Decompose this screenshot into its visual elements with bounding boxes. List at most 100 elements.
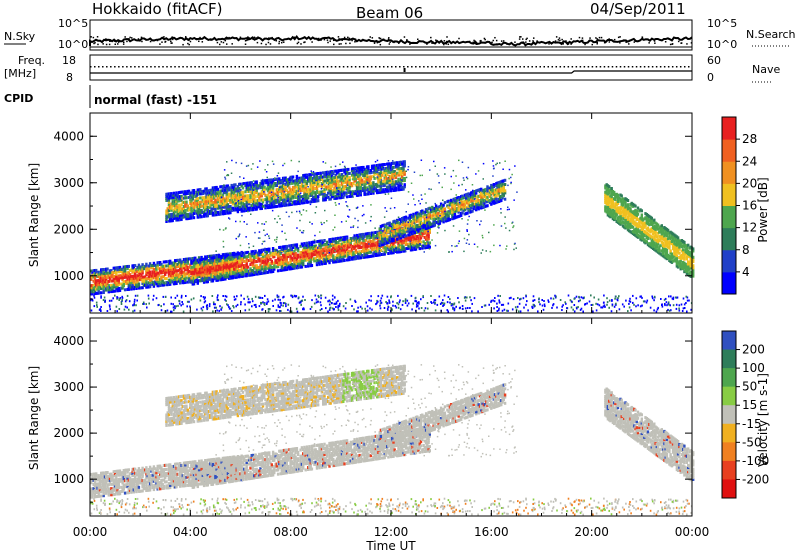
power-cell <box>419 247 421 250</box>
power-cell <box>493 183 495 186</box>
nave-point <box>399 66 401 68</box>
nave-point <box>243 66 245 68</box>
nave-point <box>684 66 686 68</box>
nave-point <box>459 66 461 68</box>
nave-label: Nave <box>752 63 780 76</box>
nave-point <box>596 66 598 68</box>
power-cell <box>346 195 348 198</box>
beam-title: Beam 06 <box>356 4 423 22</box>
nsearch-point <box>170 41 172 43</box>
nave-point <box>299 66 301 68</box>
power-cell <box>429 241 431 244</box>
nave-point <box>323 66 325 68</box>
nsearch-point <box>219 44 221 46</box>
nsearch-point <box>157 40 159 42</box>
nsearch-point <box>426 43 428 45</box>
nave-point <box>395 66 397 68</box>
nsearch-point <box>245 40 247 42</box>
power-cell <box>330 259 332 262</box>
nsearch-point <box>490 42 492 44</box>
power-cell <box>145 263 147 266</box>
power-cell <box>123 280 125 283</box>
power-cell <box>276 205 278 208</box>
nsearch-point <box>204 37 206 39</box>
nsearch-tick-bottom: 10^0 <box>707 38 737 51</box>
nave-point <box>632 66 634 68</box>
nave-point <box>327 66 329 68</box>
nsearch-point <box>618 37 620 39</box>
nave-point <box>507 66 509 68</box>
nave-point <box>178 66 180 68</box>
nave-point <box>150 66 152 68</box>
power-cell <box>254 195 256 198</box>
nsearch-point <box>276 40 278 42</box>
nsearch-point <box>257 42 259 44</box>
cpid-label: CPID <box>4 92 33 105</box>
nsearch-point <box>597 42 599 44</box>
freq-tick-bottom: 8 <box>66 71 73 84</box>
power-cell <box>185 196 187 199</box>
nave-point <box>90 66 92 68</box>
nave-point <box>652 66 654 68</box>
nsearch-point <box>473 40 475 42</box>
nsearch-point <box>114 40 116 42</box>
nave-point <box>656 66 658 68</box>
nsearch-point <box>672 43 674 45</box>
nave-point <box>483 66 485 68</box>
nsearch-point <box>377 42 379 44</box>
nsearch-point <box>117 43 119 45</box>
nave-point <box>174 66 176 68</box>
power-cell <box>343 259 345 262</box>
nave-point <box>238 66 240 68</box>
power-cell <box>490 203 492 206</box>
nave-point <box>560 66 562 68</box>
power-cell <box>233 264 235 267</box>
nave-point <box>355 66 357 68</box>
power-cell <box>165 277 167 280</box>
nsearch-point <box>101 41 103 43</box>
power-cell <box>238 275 240 278</box>
nave-point <box>94 66 96 68</box>
nave-point <box>407 66 409 68</box>
nsearch-point <box>199 37 201 39</box>
nsearch-point <box>404 36 406 38</box>
nave-point <box>435 66 437 68</box>
nsearch-point <box>592 41 594 43</box>
nsearch-point <box>614 39 616 41</box>
nsearch-point <box>648 42 650 44</box>
nave-point <box>423 66 425 68</box>
nave-point <box>158 66 160 68</box>
nsearch-point <box>430 37 432 39</box>
nsearch-point <box>338 38 340 40</box>
nave-point <box>307 66 309 68</box>
nsearch-point <box>161 41 163 43</box>
nsearch-point <box>448 44 450 46</box>
nave-point <box>672 66 674 68</box>
nave-point <box>531 66 533 68</box>
nave-point <box>275 66 277 68</box>
nsearch-point <box>281 42 283 44</box>
nsearch-point <box>599 37 601 39</box>
nsearch-point <box>268 42 270 44</box>
nave-point <box>636 66 638 68</box>
nsearch-point <box>372 41 374 43</box>
nsearch-point <box>678 41 680 43</box>
power-cell <box>404 231 406 234</box>
nsearch-point <box>669 38 671 40</box>
nsearch-point <box>159 43 161 45</box>
nsearch-point <box>588 40 590 42</box>
nave-point <box>182 66 184 68</box>
nsearch-label: N.Search <box>746 28 796 41</box>
nsearch-point <box>185 38 187 40</box>
nave-point <box>580 66 582 68</box>
power-cell <box>306 242 308 245</box>
power-cell <box>504 189 506 192</box>
nsearch-point <box>389 41 391 43</box>
nsearch-point <box>533 37 535 39</box>
power-cell <box>461 211 463 214</box>
nsearch-point <box>372 37 374 39</box>
nsearch-point <box>327 42 329 44</box>
nave-point <box>102 66 104 68</box>
